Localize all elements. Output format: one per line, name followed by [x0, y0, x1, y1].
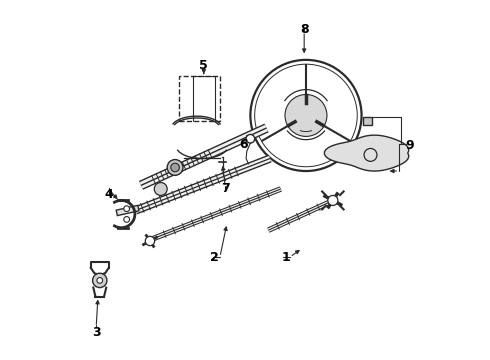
Circle shape — [246, 134, 255, 143]
Text: 6: 6 — [239, 138, 247, 150]
Text: 9: 9 — [406, 139, 414, 152]
Circle shape — [124, 217, 129, 222]
Bar — [179, 76, 220, 121]
FancyBboxPatch shape — [364, 117, 372, 125]
Circle shape — [124, 206, 129, 212]
Circle shape — [154, 183, 167, 195]
Circle shape — [146, 236, 155, 246]
Circle shape — [285, 94, 327, 136]
Circle shape — [171, 163, 179, 172]
Text: 7: 7 — [221, 183, 230, 195]
Text: 2: 2 — [210, 251, 219, 264]
Circle shape — [167, 159, 183, 175]
Circle shape — [93, 273, 107, 288]
Text: 1: 1 — [282, 251, 291, 264]
Polygon shape — [324, 135, 409, 171]
Text: 3: 3 — [92, 326, 100, 339]
Text: 8: 8 — [300, 23, 309, 36]
Circle shape — [328, 195, 338, 206]
Text: 5: 5 — [199, 59, 208, 72]
Circle shape — [97, 278, 102, 283]
Text: 4: 4 — [104, 188, 113, 201]
